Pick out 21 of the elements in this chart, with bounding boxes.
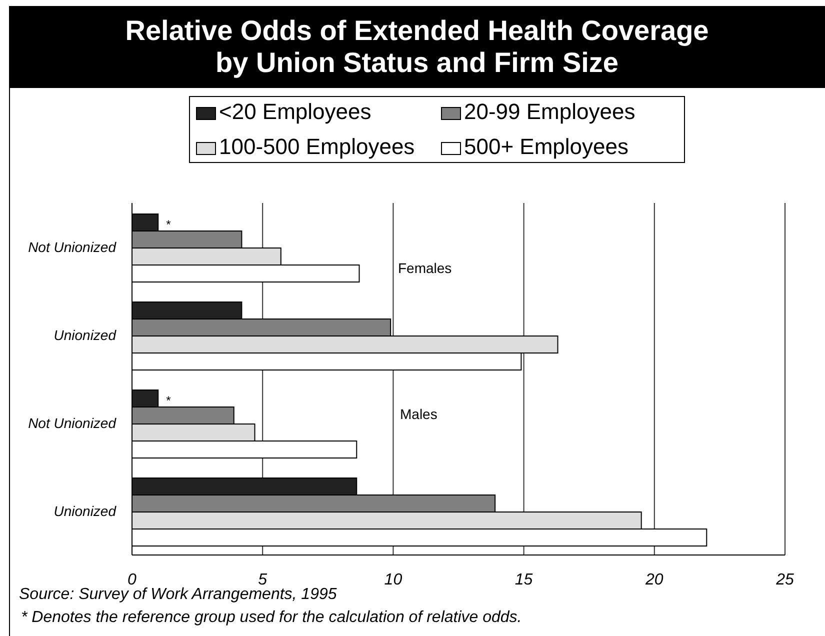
y-tick-label: Not Unionized: [28, 414, 118, 431]
text: * Denotes the reference group used for the calculation of relative odds.: [21, 609, 522, 627]
source-note: Source: Survey of Work Arrangements, 1995: [19, 586, 337, 604]
legend-label: 500+ Employees: [464, 134, 628, 159]
y-tick-label: Unionized: [54, 502, 118, 519]
annotation: Females: [398, 259, 452, 277]
x-tick-label: 15: [514, 571, 533, 588]
y-tick-label: Unionized: [54, 326, 118, 343]
x-tick-label: 20: [644, 571, 664, 588]
chart-title: Relative Odds of Extended Health Coverage by Union Status and Firm Size: [124, 15, 710, 79]
data-label: *: [166, 394, 172, 408]
legend-label: <20 Employees: [219, 99, 372, 124]
x-tick-label: 10: [384, 571, 402, 588]
x-tick-label: 5: [258, 571, 268, 588]
x-tick-label: 25: [775, 571, 794, 588]
data-label: *: [166, 218, 172, 232]
x-tick-label: 0: [128, 571, 137, 588]
annotation: Males: [400, 405, 438, 423]
legend-label: 20-99 Employees: [464, 99, 636, 124]
y-tick-label: Not Unionized: [28, 238, 118, 255]
legend-label: 100-500 Employees: [219, 134, 415, 159]
